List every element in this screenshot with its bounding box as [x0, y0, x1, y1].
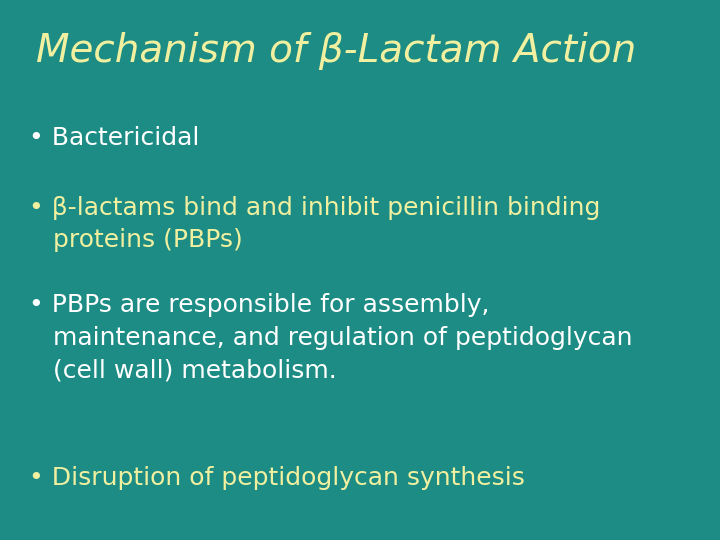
Text: • β-lactams bind and inhibit penicillin binding
   proteins (PBPs): • β-lactams bind and inhibit penicillin …	[29, 196, 600, 252]
Text: • Bactericidal: • Bactericidal	[29, 126, 199, 150]
Text: • PBPs are responsible for assembly,
   maintenance, and regulation of peptidogl: • PBPs are responsible for assembly, mai…	[29, 293, 632, 382]
Text: Mechanism of β-Lactam Action: Mechanism of β-Lactam Action	[36, 32, 636, 70]
Text: • Disruption of peptidoglycan synthesis: • Disruption of peptidoglycan synthesis	[29, 466, 525, 490]
